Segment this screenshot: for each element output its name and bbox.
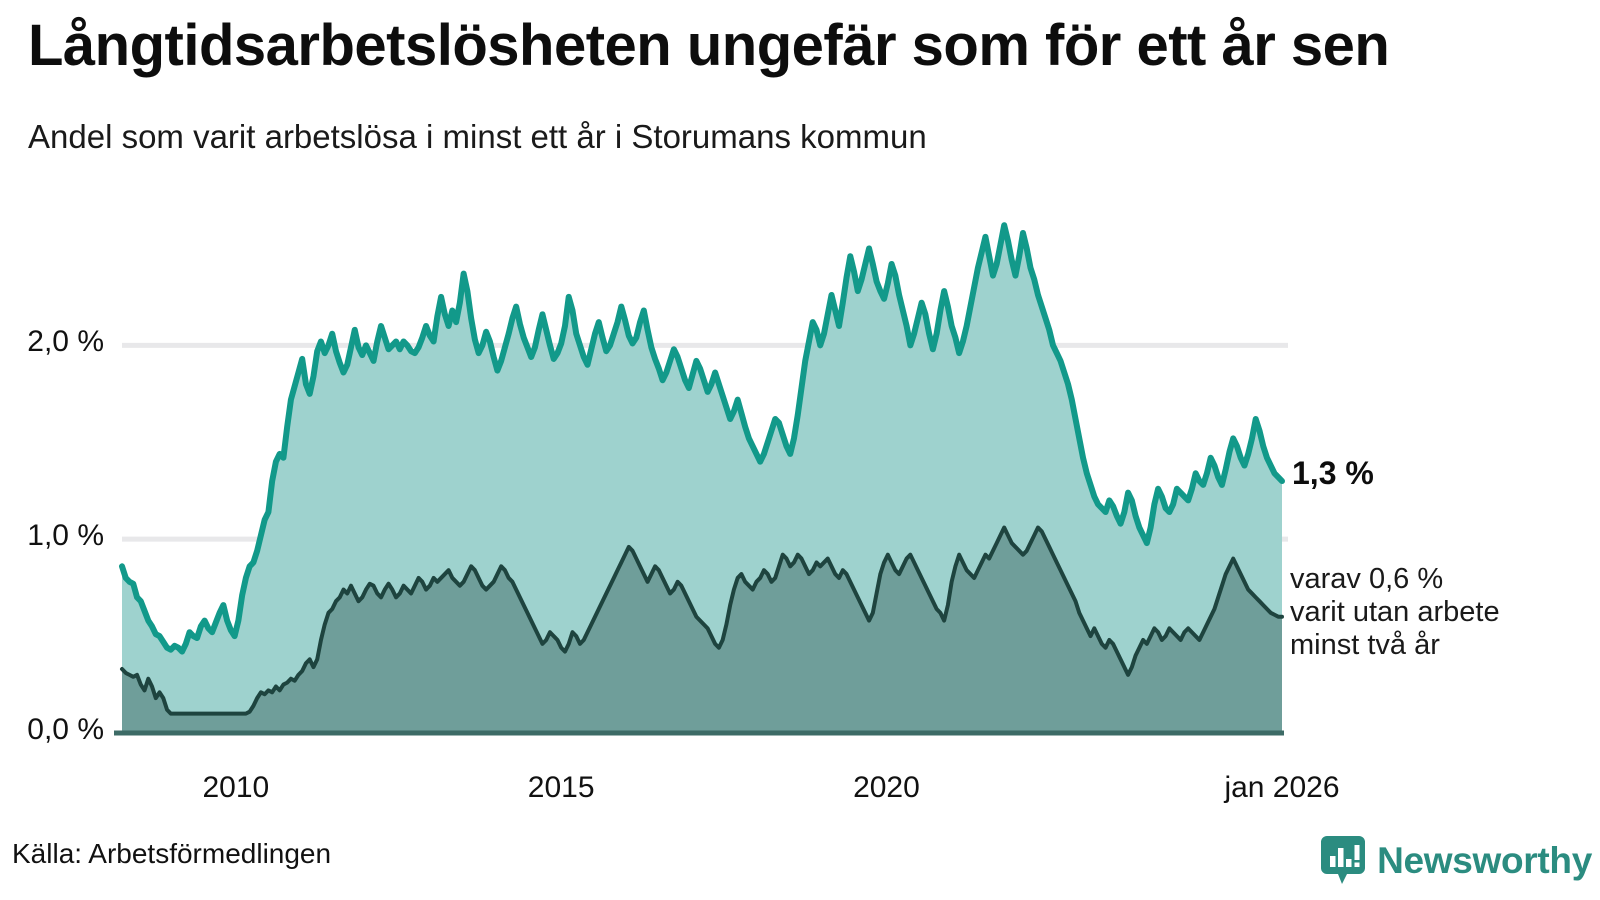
series-area-2 [122,527,1282,733]
series-lines-group [119,222,1285,716]
y-axis-tick-label: 1,0 % [27,519,104,553]
secondary-annotation-line-2: varit utan arbete [1290,595,1500,628]
series-line-2 [120,525,1284,716]
x-axis-tick-label: 2020 [853,771,920,804]
latest-value-annotation: 1,3 % [1292,455,1374,491]
x-axis-tick-label: 2010 [202,771,270,804]
secondary-annotation-line-1: varav 0,6 % [1290,563,1444,595]
x-axis-tick-label: jan 2026 [1224,771,1340,804]
y-axis-tick-label: 0,0 % [27,713,104,746]
newsworthy-logo[interactable]: Newsworthy [1321,836,1592,886]
x-axis-tick-label: 2015 [527,771,595,804]
newsworthy-logo-text: Newsworthy [1377,840,1592,881]
series-fills-group [122,225,1282,733]
series-line-1 [119,222,1285,655]
newsworthy-logo-icon [1321,836,1366,884]
source-note: Källa: Arbetsförmedlingen [12,838,332,869]
secondary-series-annotation: varav 0,6 % varit utan arbete minst två … [1290,563,1500,661]
page-subtitle: Andel som varit arbetslösa i minst ett å… [28,118,927,155]
secondary-annotation-line-3: minst två år [1290,628,1440,661]
y-axis-tick-label: 2,0 % [27,325,104,359]
page-title: Långtidsarbetslösheten ungefär som för e… [28,13,1390,78]
